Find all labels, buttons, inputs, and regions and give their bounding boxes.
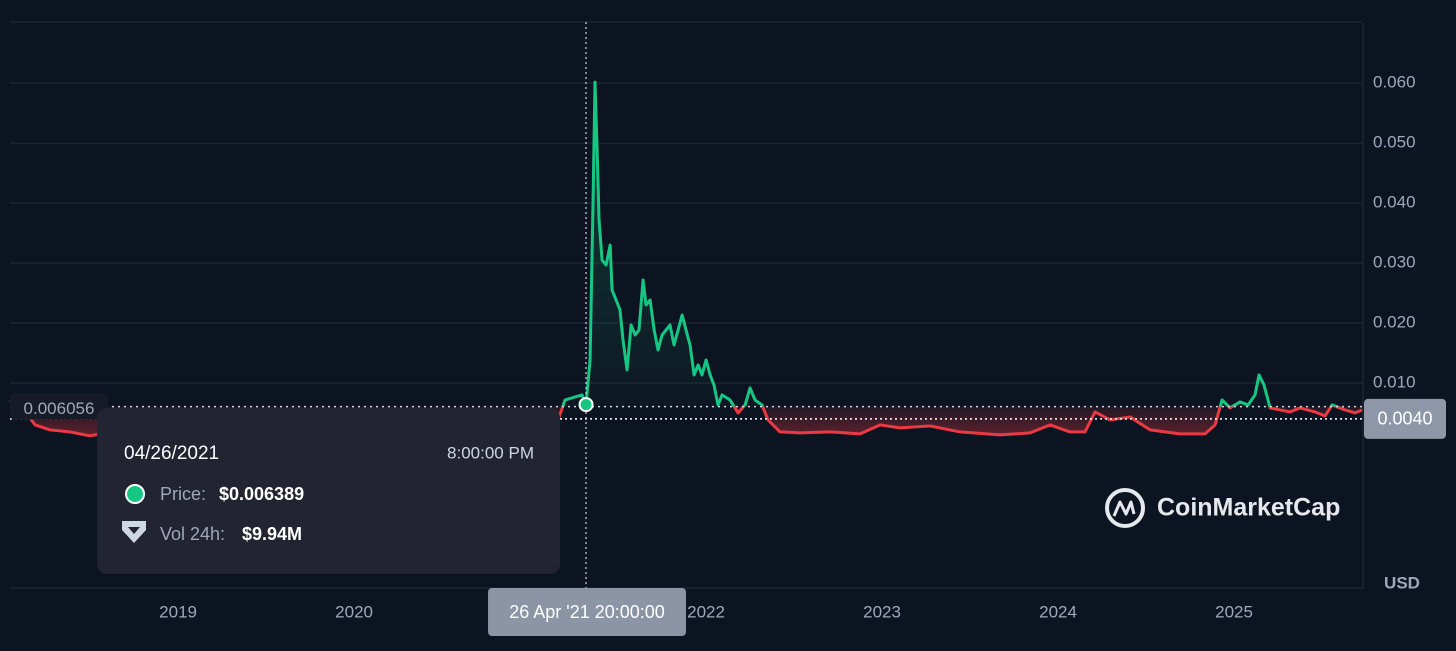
price-line: [9, 80, 1363, 438]
tooltip-box: [97, 408, 560, 574]
y-unit-label: USD: [1384, 573, 1420, 592]
tooltip-volume-label: Vol 24h:: [160, 524, 225, 544]
x-tick-label: 2022: [687, 602, 725, 621]
price-icon: [125, 484, 145, 504]
hover-point: [578, 397, 594, 413]
y-tick-label: 0.060: [1373, 73, 1416, 92]
baseline-label: 0.006056: [24, 399, 95, 418]
y-tick-label: 0.010: [1373, 372, 1416, 391]
y-tick-label: 0.030: [1373, 253, 1416, 272]
x-tick-label: 2019: [159, 602, 197, 621]
y-tick-label: 0.050: [1373, 133, 1416, 152]
baseline-label-box: [10, 393, 108, 420]
x-tick-label: 2020: [335, 602, 373, 621]
tooltip-date: 04/26/2021: [124, 443, 219, 464]
tooltip-time: 8:00:00 PM: [447, 443, 534, 462]
tooltip-volume: $9.94M: [242, 524, 302, 544]
last-price-label: 0.0040: [1377, 409, 1432, 429]
x-tick-label: 2025: [1215, 602, 1253, 621]
crosshair-label-box: [488, 588, 687, 636]
area-fill: [10, 82, 1362, 436]
volume-icon-inner: [128, 527, 140, 534]
watermark-logo: [1105, 488, 1145, 528]
watermark: CoinMarketCap: [1157, 494, 1340, 522]
tooltip-price: $0.006389: [219, 484, 304, 504]
y-tick-label: 0.020: [1373, 312, 1416, 331]
x-tick-label: 2023: [863, 602, 901, 621]
crosshair-label: 26 Apr '21 20:00:00: [509, 602, 665, 622]
y-tick-label: 0.040: [1373, 193, 1416, 212]
tooltip-price-label: Price:: [160, 484, 206, 504]
x-tick-label: 2024: [1039, 602, 1077, 621]
tooltip: 04/26/2021 8:00:00 PM Price: $0.006389 V…: [97, 408, 560, 574]
last-price-label-box: [1364, 398, 1446, 439]
